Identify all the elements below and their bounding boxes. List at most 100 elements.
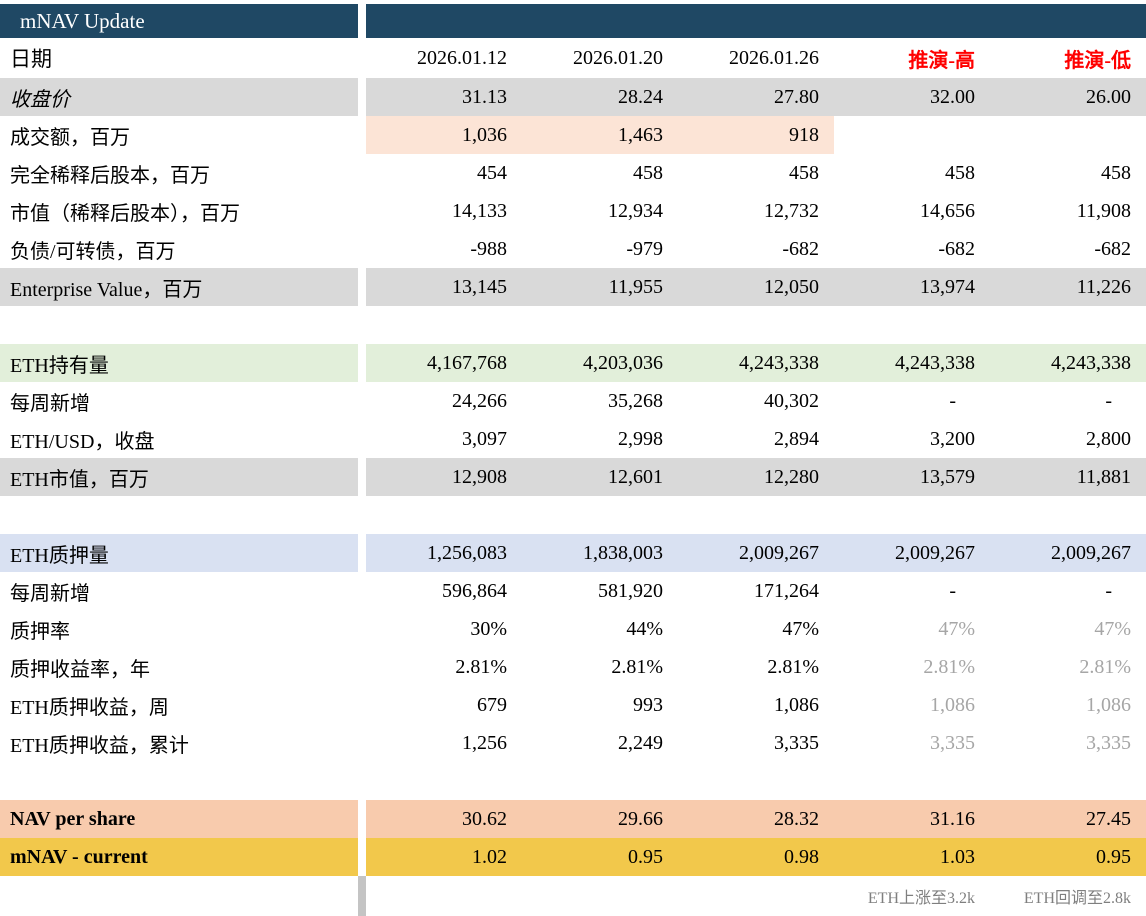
cell-value: 918 — [678, 116, 834, 154]
table-row: ETH持有量 4,167,768 4,203,036 4,243,338 4,243,3… — [0, 344, 1146, 382]
table-row: mNAV - current 1.02 0.95 0.98 1.03 0.95 — [0, 838, 1146, 876]
col-header-projection-low: 推演-低 — [1064, 49, 1131, 72]
table-row: 收盘价 31.13 28.24 27.80 32.00 26.00 — [0, 78, 1146, 116]
cell-value: 0.95 — [522, 838, 678, 876]
column-gutter — [358, 344, 366, 382]
cell-value: 3,097 — [462, 427, 507, 450]
spacer-row — [0, 496, 1146, 534]
row-label: 每周新增 — [10, 582, 90, 605]
spacer-row — [0, 762, 1146, 800]
row-label: ETH质押收益，周 — [10, 696, 169, 719]
cell-value: 993 — [633, 693, 663, 716]
cell-value: 596,864 — [442, 579, 507, 602]
column-gutter — [358, 610, 366, 648]
cell-value: 12,050 — [678, 268, 834, 306]
row-label: Enterprise Value，百万 — [0, 268, 358, 306]
table-row: 负债/可转债，百万 -988 -979 -682 -682 -682 — [0, 230, 1146, 268]
column-gutter — [358, 268, 366, 306]
table-row: 每周新增 596,864 581,920 171,264 - - — [0, 572, 1146, 610]
cell-value: 11,908 — [1076, 199, 1131, 222]
cell-value: 458 — [789, 161, 819, 184]
row-label: 成交额，百万 — [10, 126, 130, 149]
cell-value: 2,009,267 — [678, 534, 834, 572]
table-row: 市值（稀释后股本），百万 14,133 12,934 12,732 14,656 11,9… — [0, 192, 1146, 230]
col-header-projection-high: 推演-高 — [908, 49, 975, 72]
cell-value: -979 — [626, 237, 663, 260]
cell-value: 13,145 — [366, 268, 522, 306]
cell-value: 47% — [782, 617, 819, 640]
footnote-cell — [366, 876, 522, 916]
column-gutter — [358, 838, 366, 876]
cell-value: 44% — [626, 617, 663, 640]
cell-value: 4,243,338 — [834, 344, 990, 382]
cell-value: 12,280 — [678, 458, 834, 496]
column-gutter — [358, 154, 366, 192]
cell-value: 40,302 — [764, 389, 819, 412]
cell-value: 1,838,003 — [522, 534, 678, 572]
cell-value: 1.03 — [834, 838, 990, 876]
cell-value: 1,463 — [522, 116, 678, 154]
cell-value: 14,133 — [452, 199, 507, 222]
cell-value: -988 — [470, 237, 507, 260]
sheet-title: mNAV Update — [0, 4, 358, 38]
cell-value: 13,579 — [834, 458, 990, 496]
cell-value: 47% — [1094, 617, 1131, 640]
column-gutter — [358, 192, 366, 230]
table-row: Enterprise Value，百万 13,145 11,955 12,050 13,… — [0, 268, 1146, 306]
cell-value: 2.81% — [923, 655, 975, 678]
cell-value: 12,934 — [608, 199, 663, 222]
cell-value: 2.81% — [1079, 655, 1131, 678]
cell-value: 11,226 — [990, 268, 1146, 306]
cell-value: 2,009,267 — [990, 534, 1146, 572]
column-gutter — [358, 572, 366, 610]
cell-value: 1,256,083 — [366, 534, 522, 572]
table-body: 收盘价 31.13 28.24 27.80 32.00 26.00 成交额，百万 1,036 1… — [0, 78, 1146, 876]
cell-value — [990, 116, 1146, 154]
cell-value: 3,335 — [930, 731, 975, 754]
cell-value: 24,266 — [452, 389, 507, 412]
cell-value: 3,335 — [774, 731, 819, 754]
cell-value: 2.81% — [611, 655, 663, 678]
date-label: 日期 — [10, 47, 52, 71]
column-gutter — [358, 382, 366, 420]
column-gutter — [358, 724, 366, 762]
cell-value: 32.00 — [834, 78, 990, 116]
row-label: 负债/可转债，百万 — [10, 240, 176, 263]
footnote-eth-high: ETH上涨至3.2k — [867, 890, 975, 907]
title-bar-fill — [366, 4, 1146, 38]
cell-value: 11,881 — [990, 458, 1146, 496]
cell-value: 2.81% — [767, 655, 819, 678]
cell-value: 11,955 — [522, 268, 678, 306]
footnote-cell — [522, 876, 678, 916]
cell-value: 458 — [945, 161, 975, 184]
table-row: ETH市值，百万 12,908 12,601 12,280 13,579 11,881 — [0, 458, 1146, 496]
column-gutter — [358, 876, 366, 916]
cell-value: 1,086 — [930, 693, 975, 716]
cell-value: 0.95 — [990, 838, 1146, 876]
cell-value: 1,256 — [462, 731, 507, 754]
cell-value: 35,268 — [608, 389, 663, 412]
column-gutter — [358, 648, 366, 686]
cell-value: - — [1105, 389, 1112, 412]
footer-spacer — [0, 876, 358, 916]
cell-value: 12,732 — [764, 199, 819, 222]
cell-value: 27.80 — [678, 78, 834, 116]
row-label: ETH市值，百万 — [0, 458, 358, 496]
footnote-cell — [678, 876, 834, 916]
cell-value: 12,601 — [522, 458, 678, 496]
column-gutter — [358, 78, 366, 116]
table-row: ETH质押收益，累计 1,256 2,249 3,335 3,335 3,335 — [0, 724, 1146, 762]
cell-value: 3,335 — [1086, 731, 1131, 754]
column-gutter — [358, 116, 366, 154]
cell-value: 4,167,768 — [366, 344, 522, 382]
cell-value: - — [949, 389, 956, 412]
footnote-eth-low: ETH回调至2.8k — [1023, 890, 1131, 907]
cell-value: -682 — [782, 237, 819, 260]
cell-value: 171,264 — [754, 579, 819, 602]
col-header-date-3: 2026.01.26 — [729, 46, 819, 69]
cell-value: 4,203,036 — [522, 344, 678, 382]
column-gutter — [358, 458, 366, 496]
table-row: 完全稀释后股本，百万 454 458 458 458 458 — [0, 154, 1146, 192]
cell-value: 4,243,338 — [678, 344, 834, 382]
